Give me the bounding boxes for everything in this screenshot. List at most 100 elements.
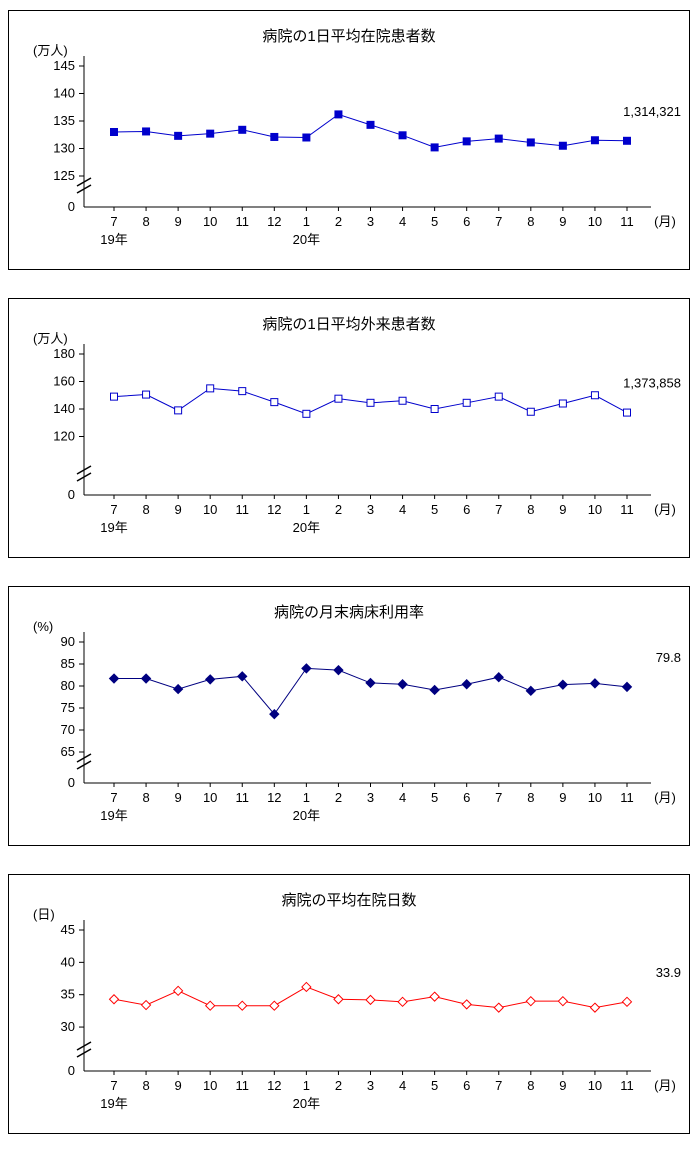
year-label: 20年 (293, 1096, 320, 1111)
data-point (206, 129, 215, 138)
axis-break-mark (76, 465, 92, 475)
data-point (525, 685, 537, 697)
y-tick-label: 85 (61, 656, 75, 671)
y-zero-label: 0 (68, 1063, 75, 1078)
y-tick-label: 130 (53, 141, 75, 156)
data-point (204, 1000, 216, 1011)
x-tick-label: 4 (399, 790, 406, 805)
y-tick-label: 35 (61, 987, 75, 1002)
y-tick-label: 145 (53, 58, 75, 73)
x-tick-label: 8 (142, 502, 149, 517)
data-point (590, 136, 599, 145)
x-tick-label: 2 (335, 790, 342, 805)
y-tick-label: 80 (61, 678, 75, 693)
data-point (429, 991, 440, 1002)
chart-box-avg-length-of-stay: 病院の平均在院日数 (日) 30 35 40 45 0 7 8 9 10 11 12 1 2 3 4 5 6 7 8 9 1… (8, 874, 690, 1134)
data-point (430, 143, 439, 152)
data-point (174, 406, 183, 415)
x-tick-label: 7 (110, 502, 117, 517)
data-point (621, 996, 633, 1008)
x-tick-label: 11 (620, 790, 634, 805)
x-tick-label: 5 (431, 214, 438, 229)
x-tick-label: 1 (303, 1078, 310, 1093)
y-zero-label: 0 (68, 199, 75, 214)
y-tick-label: 160 (53, 374, 75, 389)
data-point (494, 392, 503, 401)
x-tick-label: 10 (588, 790, 602, 805)
x-tick-label: 6 (463, 502, 470, 517)
x-axis-unit-label: (月) (654, 214, 676, 229)
y-tick-label: 90 (61, 634, 75, 649)
y-tick-label: 65 (61, 744, 75, 759)
x-tick-label: 7 (110, 214, 117, 229)
data-point (558, 399, 567, 408)
x-tick-label: 11 (236, 214, 250, 229)
x-tick-label: 7 (110, 1078, 117, 1093)
axis-break-mark (76, 1048, 92, 1058)
data-point (589, 1002, 601, 1013)
y-tick-label: 75 (61, 700, 75, 715)
x-tick-label: 10 (203, 1078, 217, 1093)
y-zero-label: 0 (68, 487, 75, 502)
data-point (302, 133, 311, 142)
x-tick-label: 11 (236, 1078, 250, 1093)
data-point (333, 664, 344, 676)
axis-break-mark (76, 760, 92, 770)
data-point (365, 677, 376, 689)
year-label: 20年 (293, 232, 320, 247)
x-tick-label: 10 (588, 502, 602, 517)
x-tick-label: 8 (142, 1078, 149, 1093)
data-point (621, 681, 633, 693)
y-tick-label: 40 (61, 954, 75, 969)
y-zero-label: 0 (68, 775, 75, 790)
charts-page: 病院の1日平均在院患者数 (万人) 125 130 135 140 145 0 7 8 9 10 11 1… (8, 10, 690, 1134)
x-tick-label: 1 (303, 214, 310, 229)
x-tick-label: 9 (175, 1078, 182, 1093)
x-tick-label: 9 (175, 790, 182, 805)
axis-break-mark (76, 1041, 92, 1051)
x-tick-label: 12 (267, 790, 281, 805)
x-tick-label: 5 (431, 790, 438, 805)
y-tick-label: 30 (61, 1019, 75, 1034)
y-tick-label: 125 (53, 168, 75, 183)
x-tick-label: 2 (335, 502, 342, 517)
year-label: 20年 (293, 808, 320, 823)
year-label: 19年 (100, 520, 127, 535)
x-tick-label: 3 (367, 790, 374, 805)
x-tick-label: 9 (559, 1078, 566, 1093)
data-point (140, 999, 152, 1011)
data-point (204, 674, 216, 685)
x-tick-label: 7 (495, 214, 502, 229)
data-point (172, 683, 184, 695)
x-tick-label: 8 (527, 502, 534, 517)
x-tick-label: 11 (620, 1078, 634, 1093)
data-point (397, 679, 408, 690)
data-point (237, 671, 248, 682)
x-tick-label: 8 (142, 214, 149, 229)
data-point (269, 708, 280, 720)
x-tick-label: 5 (431, 1078, 438, 1093)
x-tick-label: 9 (175, 214, 182, 229)
data-line (113, 113, 628, 148)
x-tick-label: 9 (559, 790, 566, 805)
data-point (366, 120, 375, 129)
year-label: 19年 (100, 808, 127, 823)
data-line (114, 667, 628, 715)
x-axis-unit-label: (月) (654, 502, 676, 517)
data-point (237, 1000, 248, 1011)
x-tick-label: 9 (559, 502, 566, 517)
x-tick-label: 8 (527, 214, 534, 229)
chart-title: 病院の平均在院日数 (281, 891, 416, 909)
data-point (462, 398, 471, 407)
data-point (557, 995, 569, 1007)
data-point (302, 409, 311, 418)
x-tick-label: 6 (463, 1078, 470, 1093)
y-tick-label: 135 (53, 113, 75, 128)
last-value-label: 1,373,858 (623, 376, 681, 391)
chart-title: 病院の月末病床利用率 (274, 603, 424, 621)
data-point (172, 985, 184, 997)
year-label: 19年 (100, 232, 127, 247)
x-tick-label: 7 (110, 790, 117, 805)
data-point (493, 1002, 504, 1013)
x-tick-label: 12 (267, 502, 281, 517)
